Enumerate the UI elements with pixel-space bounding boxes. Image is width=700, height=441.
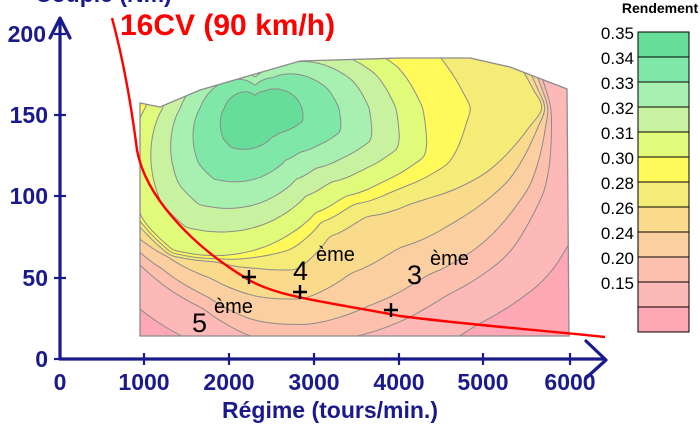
svg-text:Rendement: Rendement [622, 0, 699, 16]
svg-text:0.30: 0.30 [601, 149, 634, 168]
svg-text:0.24: 0.24 [601, 224, 634, 243]
svg-text:0.35: 0.35 [601, 24, 634, 43]
svg-text:5000: 5000 [457, 369, 508, 395]
svg-text:200: 200 [8, 21, 46, 47]
svg-text:5: 5 [192, 308, 207, 338]
svg-text:4000: 4000 [373, 369, 424, 395]
svg-text:0.28: 0.28 [601, 174, 634, 193]
svg-text:0.33: 0.33 [601, 74, 634, 93]
svg-text:0.15: 0.15 [601, 274, 634, 293]
svg-text:0.26: 0.26 [601, 199, 634, 218]
svg-text:0.20: 0.20 [601, 249, 634, 268]
svg-text:50: 50 [22, 265, 48, 291]
svg-text:0.34: 0.34 [601, 49, 634, 68]
svg-text:150: 150 [10, 102, 48, 128]
svg-text:0.32: 0.32 [601, 99, 634, 118]
svg-text:6000: 6000 [544, 369, 595, 395]
svg-text:0: 0 [54, 369, 67, 395]
svg-text:1000: 1000 [118, 369, 169, 395]
svg-text:0.31: 0.31 [601, 124, 634, 143]
svg-text:100: 100 [10, 183, 48, 209]
svg-text:3: 3 [407, 260, 422, 290]
svg-text:3000: 3000 [288, 369, 339, 395]
svg-text:ème: ème [316, 244, 355, 266]
svg-text:ème: ème [430, 248, 469, 270]
svg-text:Couple (Nm): Couple (Nm) [35, 0, 172, 7]
svg-text:ème: ème [214, 296, 253, 318]
svg-text:Régime (tours/min.): Régime (tours/min.) [222, 397, 438, 423]
svg-text:4: 4 [293, 256, 308, 286]
svg-text:16CV (90 km/h): 16CV (90 km/h) [120, 9, 335, 42]
svg-text:0: 0 [35, 346, 48, 372]
svg-text:2000: 2000 [203, 369, 254, 395]
